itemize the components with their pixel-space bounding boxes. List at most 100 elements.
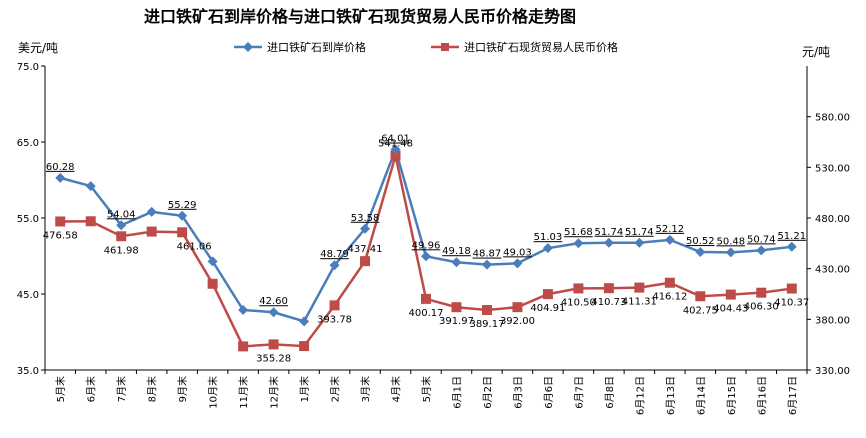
x-tick-label: 6月1日: [451, 376, 463, 409]
x-tick-label: 3月末: [359, 376, 372, 402]
x-tick-label: 9月末: [176, 376, 189, 402]
data-point-fob: [238, 304, 249, 315]
data-point-rmb: [329, 300, 340, 311]
data-point-rmb: [603, 283, 614, 294]
x-tick-label: 11月末: [237, 376, 250, 409]
data-point-rmb: [634, 282, 645, 293]
y-left-tick-label: 65.0: [17, 138, 39, 149]
data-point-fob: [725, 247, 736, 258]
data-label-fob: 60.28: [46, 162, 75, 173]
data-label-fob: 49.03: [503, 247, 532, 258]
data-label-rmb: 389.17: [469, 319, 504, 330]
legend: 进口铁矿石到岸价格 进口铁矿石现货贸易人民币价格: [234, 40, 618, 54]
x-tick-label: 6月13日: [665, 376, 677, 415]
data-point-fob: [786, 241, 797, 252]
y-left-tick-label: 45.0: [17, 290, 39, 301]
y-right-tick-label: 580.00: [815, 113, 850, 124]
data-label-rmb: 402.75: [683, 305, 718, 316]
x-tick-label: 4月末: [390, 376, 403, 402]
data-label-rmb: 410.50: [561, 297, 596, 308]
data-label-rmb: 406.30: [744, 302, 779, 313]
x-tick-label: 5月末: [420, 376, 433, 402]
data-point-fob: [360, 223, 371, 234]
y-right-tick-label: 430.00: [815, 265, 850, 276]
data-label-fob: 50.52: [686, 236, 715, 247]
y-left-tick-label: 75.0: [17, 62, 39, 73]
data-label-rmb: 476.58: [43, 230, 78, 241]
data-label-fob: 51.68: [564, 227, 593, 238]
x-tick-label: 6月2日: [482, 376, 494, 409]
data-label-fob: 55.29: [168, 200, 197, 211]
data-point-fob: [512, 258, 523, 269]
data-label-rmb: 461.98: [104, 245, 139, 256]
data-label-fob: 54.04: [107, 209, 136, 220]
x-tick-label: 6月14日: [695, 376, 707, 415]
x-tick-label: 6月末: [85, 376, 98, 402]
data-point-rmb: [207, 278, 218, 289]
data-label-rmb: 392.00: [500, 316, 535, 327]
data-point-rmb: [360, 256, 371, 267]
data-label-fob: 51.03: [534, 232, 563, 243]
data-label-rmb: 404.43: [713, 304, 748, 315]
data-point-rmb: [756, 287, 767, 298]
data-point-fob: [542, 243, 553, 254]
data-label-fob: 64.01: [381, 134, 410, 145]
data-point-fob: [451, 257, 462, 268]
data-point-fob: [481, 259, 492, 270]
plot-area: 35.0 45.0 55.0 65.0 75.0 330.00 380.00 430.00 48…: [17, 62, 850, 415]
data-label-rmb: 410.73: [591, 297, 626, 308]
data-label-fob: 49.18: [442, 246, 471, 257]
data-label-fob: 51.21: [777, 231, 806, 242]
data-point-rmb: [786, 283, 797, 294]
y-left-tick-label: 35.0: [17, 366, 39, 377]
data-point-fob: [603, 237, 614, 248]
data-label-rmb: 410.37: [774, 298, 809, 309]
data-point-rmb: [451, 302, 462, 313]
data-label-rmb: 416.12: [652, 292, 687, 303]
data-point-fob: [177, 210, 188, 221]
data-point-rmb: [695, 291, 706, 302]
x-tick-label: 2月末: [329, 376, 342, 402]
legend-marker-square-icon: [441, 43, 449, 51]
data-point-fob: [634, 237, 645, 248]
data-point-rmb: [268, 339, 279, 350]
y-right-tick-label: 380.00: [815, 315, 850, 326]
x-tick-label: 8月末: [146, 376, 159, 402]
data-label-fob: 52.12: [656, 224, 685, 235]
data-point-rmb: [55, 216, 66, 227]
data-point-fob: [421, 251, 431, 262]
data-label-fob: 50.48: [716, 236, 745, 247]
data-point-rmb: [238, 341, 249, 352]
data-point-rmb: [512, 302, 523, 313]
data-label-fob: 48.79: [320, 249, 349, 260]
data-point-fob: [268, 307, 279, 318]
legend-label-fob: 进口铁矿石到岸价格: [267, 40, 366, 54]
data-label-rmb: 404.91: [530, 303, 565, 314]
data-label-rmb: 541.48: [378, 139, 413, 150]
y-right-tick-label: 480.00: [815, 214, 850, 225]
data-point-fob: [55, 172, 66, 183]
data-point-fob: [695, 247, 706, 258]
x-tick-label: 6月16日: [756, 376, 768, 415]
x-tick-label: 7月末: [115, 376, 128, 402]
data-point-fob: [329, 260, 340, 271]
data-label-fob: 51.74: [625, 227, 654, 238]
legend-marker-diamond-icon: [243, 42, 253, 52]
data-point-fob: [299, 316, 310, 327]
x-tick-label: 5月末: [54, 376, 67, 402]
data-label-rmb: 355.28: [256, 353, 291, 364]
right-axis-unit: 元/吨: [802, 45, 830, 59]
x-tick-label: 10月末: [207, 376, 220, 409]
data-label-rmb: 400.17: [409, 308, 444, 319]
data-label-fob: 50.74: [747, 234, 776, 245]
data-point-fob: [85, 181, 96, 192]
data-label-fob: 51.74: [595, 227, 624, 238]
data-point-rmb: [177, 227, 188, 238]
data-label-rmb: 411.31: [622, 297, 657, 308]
y-right-tick-label: 530.00: [815, 163, 850, 174]
x-tick-label: 6月8日: [604, 376, 616, 409]
data-point-rmb: [573, 283, 584, 294]
data-point-rmb: [85, 216, 96, 227]
x-tick-label: 6月7日: [573, 376, 585, 409]
